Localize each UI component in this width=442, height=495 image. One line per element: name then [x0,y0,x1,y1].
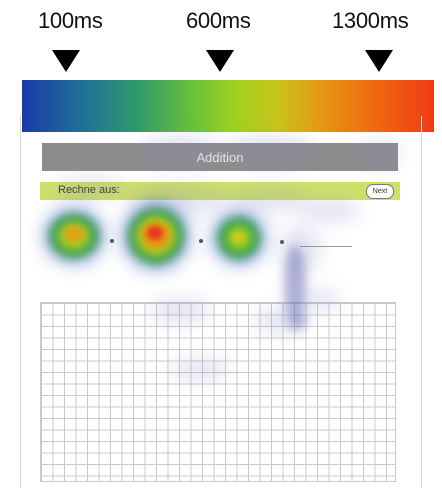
page-title-bar: Addition [42,143,398,171]
answer-line [300,246,352,247]
operator-dot [280,240,284,244]
operator-dot [199,239,203,243]
instruction-bar: Rechne aus: Next [40,182,400,200]
tick-label-100ms: 100ms [38,8,103,33]
duration-color-scale [22,80,434,132]
next-button[interactable]: Next [366,184,394,199]
instruction-text: Rechne aus: [58,184,120,196]
tick-arrow-down-icon [206,50,234,72]
page-title: Addition [196,149,244,165]
operator-dot [110,239,114,243]
tick-label-600ms: 600ms [186,8,251,33]
tick-arrow-down-icon [52,50,80,72]
scratch-grid[interactable] [40,302,396,482]
app-page-frame [20,116,422,488]
tick-label-1300ms: 1300ms [332,8,409,33]
tick-arrow-down-icon [365,50,393,72]
